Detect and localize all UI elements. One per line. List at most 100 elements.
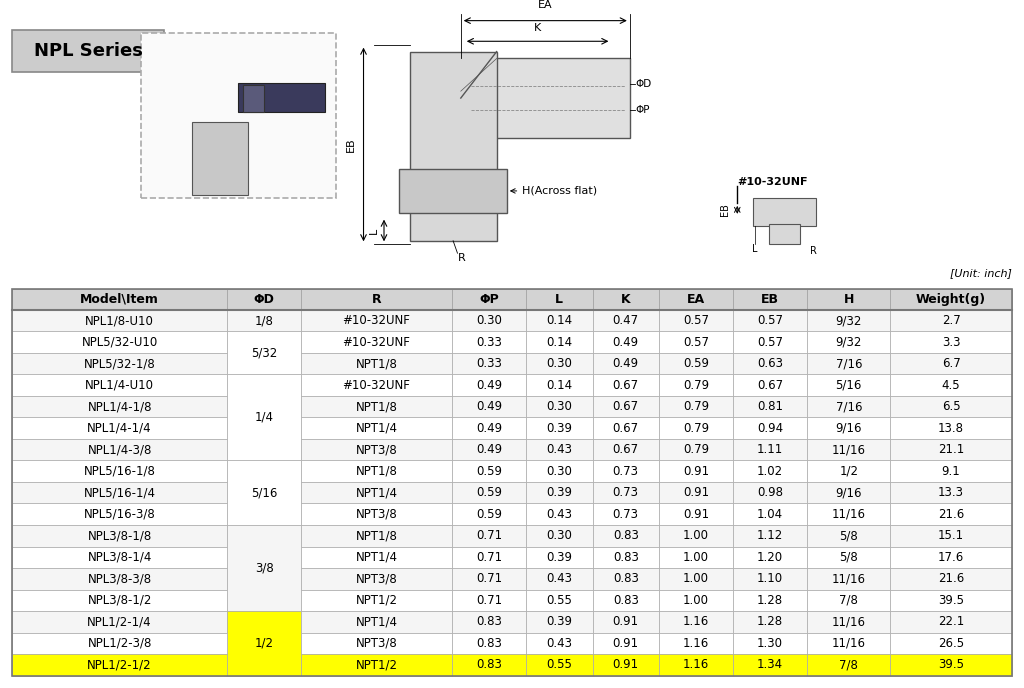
Text: 0.94: 0.94	[757, 422, 783, 435]
Bar	[301, 418, 452, 439]
Bar	[452, 632, 526, 654]
Bar	[301, 568, 452, 590]
Text: NPT1/4: NPT1/4	[355, 486, 397, 499]
Bar	[593, 310, 659, 332]
Text: 0.30: 0.30	[547, 464, 572, 477]
Bar	[301, 504, 452, 525]
Bar	[659, 482, 733, 504]
Text: 1.28: 1.28	[757, 594, 783, 607]
Bar	[659, 396, 733, 418]
Text: 1.16: 1.16	[683, 637, 710, 650]
Text: 7/8: 7/8	[840, 594, 858, 607]
Text: 0.67: 0.67	[612, 378, 639, 391]
Text: 5/32: 5/32	[251, 346, 278, 359]
Bar	[890, 439, 1012, 460]
Text: 0.91: 0.91	[612, 658, 639, 671]
Bar	[526, 418, 593, 439]
Text: 1.12: 1.12	[757, 529, 783, 542]
Bar	[733, 632, 807, 654]
Bar	[12, 374, 227, 396]
Bar	[659, 611, 733, 632]
Bar	[807, 460, 890, 482]
Text: 0.43: 0.43	[546, 443, 572, 456]
Text: NPL3/8-1/2: NPL3/8-1/2	[87, 594, 152, 607]
Bar	[659, 374, 733, 396]
Bar	[807, 482, 890, 504]
Text: ΦD: ΦD	[254, 293, 274, 306]
Bar	[593, 374, 659, 396]
Bar	[12, 289, 1012, 676]
Text: 0.73: 0.73	[612, 486, 639, 499]
Text: 0.30: 0.30	[547, 400, 572, 413]
Bar	[733, 310, 807, 332]
Text: NPT1/8: NPT1/8	[355, 464, 397, 477]
Bar	[807, 332, 890, 353]
Bar	[301, 439, 452, 460]
Text: 5/8: 5/8	[840, 551, 858, 563]
Text: 0.83: 0.83	[612, 594, 639, 607]
Text: K: K	[621, 293, 631, 306]
Text: 22.1: 22.1	[938, 615, 965, 628]
Bar	[733, 525, 807, 546]
Bar	[452, 482, 526, 504]
Text: EA: EA	[538, 0, 553, 10]
Text: 0.67: 0.67	[612, 443, 639, 456]
Text: ΦP: ΦP	[479, 293, 499, 306]
Text: 1.00: 1.00	[683, 551, 709, 563]
Bar	[12, 590, 227, 611]
Text: 11/16: 11/16	[831, 615, 865, 628]
Text: 1/8: 1/8	[255, 314, 273, 327]
Text: 0.49: 0.49	[612, 357, 639, 370]
Text: R: R	[810, 246, 816, 256]
Text: 0.33: 0.33	[476, 336, 502, 349]
Bar	[452, 289, 526, 310]
Bar	[12, 30, 164, 72]
Bar	[301, 289, 452, 310]
Bar	[890, 546, 1012, 568]
Bar	[526, 504, 593, 525]
Bar	[733, 332, 807, 353]
Bar	[410, 52, 497, 241]
Text: L: L	[752, 244, 758, 254]
Text: NPL1/4-U10: NPL1/4-U10	[85, 378, 155, 391]
Bar	[593, 525, 659, 546]
Text: Weight(g): Weight(g)	[915, 293, 986, 306]
Text: NPT3/8: NPT3/8	[355, 443, 397, 456]
Text: 0.59: 0.59	[683, 357, 709, 370]
Text: 0.79: 0.79	[683, 443, 709, 456]
Text: 15.1: 15.1	[938, 529, 964, 542]
Bar	[12, 310, 227, 332]
Text: Model\Item: Model\Item	[80, 293, 159, 306]
Bar	[141, 33, 336, 198]
Bar	[593, 611, 659, 632]
Bar	[526, 632, 593, 654]
Text: #10-32UNF: #10-32UNF	[343, 336, 411, 349]
Bar	[526, 482, 593, 504]
Text: 1.30: 1.30	[757, 637, 783, 650]
Bar	[12, 418, 227, 439]
Bar	[301, 374, 452, 396]
Bar	[807, 568, 890, 590]
Bar	[733, 418, 807, 439]
Text: 5/8: 5/8	[840, 529, 858, 542]
Text: 11/16: 11/16	[831, 637, 865, 650]
Bar	[659, 310, 733, 332]
Bar	[733, 396, 807, 418]
Bar	[526, 590, 593, 611]
Bar	[890, 353, 1012, 374]
Bar	[452, 504, 526, 525]
Bar	[659, 525, 733, 546]
Text: 0.71: 0.71	[476, 594, 502, 607]
Text: 0.55: 0.55	[547, 594, 572, 607]
Text: 0.39: 0.39	[546, 486, 572, 499]
Text: 1.00: 1.00	[683, 572, 709, 585]
Bar	[12, 654, 227, 676]
Text: NPL3/8-1/4: NPL3/8-1/4	[87, 551, 152, 563]
Text: 11/16: 11/16	[831, 443, 865, 456]
Bar	[890, 632, 1012, 654]
Text: 1.28: 1.28	[757, 615, 783, 628]
Bar	[12, 611, 227, 632]
Bar	[890, 504, 1012, 525]
Text: 0.67: 0.67	[612, 422, 639, 435]
Text: 9.1: 9.1	[942, 464, 961, 477]
